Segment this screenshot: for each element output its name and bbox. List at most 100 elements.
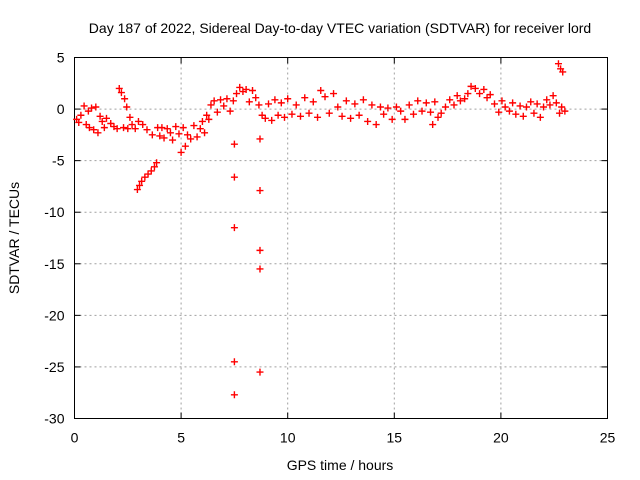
data-point (163, 125, 171, 133)
data-point (376, 103, 384, 111)
data-point (456, 97, 464, 105)
data-point (102, 114, 110, 122)
data-point (401, 115, 409, 123)
data-point (100, 124, 108, 132)
y-tick-label: -30 (44, 411, 64, 427)
data-point (115, 84, 123, 92)
data-point (226, 107, 234, 115)
data-point (131, 125, 139, 133)
data-point (392, 103, 400, 111)
data-point (256, 265, 264, 273)
y-tick-label: 0 (57, 101, 65, 117)
data-point (144, 170, 152, 178)
data-point (233, 90, 241, 98)
data-point (256, 187, 264, 195)
data-point (288, 110, 296, 118)
data-point (75, 118, 83, 126)
data-point (384, 104, 392, 112)
data-point (213, 108, 221, 116)
data-point (271, 96, 279, 104)
data-point (486, 91, 494, 99)
data-point (175, 130, 183, 138)
data-point (205, 115, 213, 123)
data-point (80, 102, 88, 110)
data-point (495, 108, 503, 116)
data-point (530, 109, 538, 117)
data-point (85, 124, 93, 132)
data-point (193, 133, 201, 141)
data-point (223, 95, 231, 103)
data-point (281, 113, 289, 121)
data-point (230, 224, 238, 232)
data-point (249, 87, 257, 95)
data-point (124, 125, 132, 133)
data-point (190, 122, 198, 130)
y-tick-label: -25 (44, 359, 64, 375)
data-point (441, 103, 449, 111)
x-tick-label: 15 (387, 430, 403, 446)
data-point (536, 113, 544, 121)
plot-frame (74, 57, 608, 419)
data-point (258, 111, 266, 119)
data-point (388, 115, 396, 123)
data-point (558, 103, 566, 111)
data-point (88, 104, 96, 112)
data-point (368, 101, 376, 109)
data-point (476, 90, 484, 98)
data-point (183, 131, 191, 139)
data-point (422, 99, 430, 107)
x-tick-label: 10 (280, 430, 296, 446)
data-point (150, 163, 158, 171)
data-point (467, 82, 475, 90)
data-point (107, 120, 115, 128)
data-point (321, 93, 329, 101)
data-point (98, 117, 106, 125)
data-point (540, 103, 548, 111)
data-point (505, 107, 513, 115)
data-point (230, 173, 238, 181)
data-point (556, 109, 564, 117)
data-point (296, 112, 304, 120)
data-point (501, 103, 509, 111)
data-point (77, 111, 85, 119)
data-point (471, 84, 479, 92)
data-point (552, 99, 560, 107)
data-point (372, 121, 380, 129)
data-point (491, 100, 499, 108)
data-point (480, 85, 488, 93)
data-point (301, 94, 309, 102)
data-point (158, 124, 166, 132)
data-point (256, 246, 264, 254)
data-point (554, 60, 562, 68)
data-point (446, 96, 454, 104)
data-point (355, 111, 363, 119)
data-point (147, 167, 155, 175)
data-point (138, 177, 146, 185)
data-point (210, 97, 218, 105)
data-point (245, 98, 253, 106)
data-point (160, 134, 168, 142)
data-point (277, 99, 285, 107)
data-point (509, 99, 517, 107)
data-point (187, 135, 195, 143)
data-point (559, 68, 567, 76)
y-tick-label: -15 (44, 256, 64, 272)
data-point (351, 100, 359, 108)
data-point (148, 131, 156, 139)
axis-ticks: 0 5 10 15 20 25 5 0 -5 -10 -15 -20 -25 -30 (44, 50, 615, 446)
data-point (274, 111, 282, 119)
data-point (166, 129, 174, 137)
x-tick-label: 0 (71, 430, 79, 446)
data-point (143, 126, 151, 134)
data-point (338, 112, 346, 120)
data-point (198, 117, 206, 125)
x-tick-label: 5 (177, 430, 185, 446)
data-point (284, 95, 292, 103)
data-point (92, 103, 100, 111)
data-point (380, 110, 388, 118)
data-point (265, 100, 273, 108)
y-axis-label: SDTVAR / TECUs (6, 182, 22, 294)
data-point (230, 391, 238, 399)
data-point (139, 121, 147, 129)
